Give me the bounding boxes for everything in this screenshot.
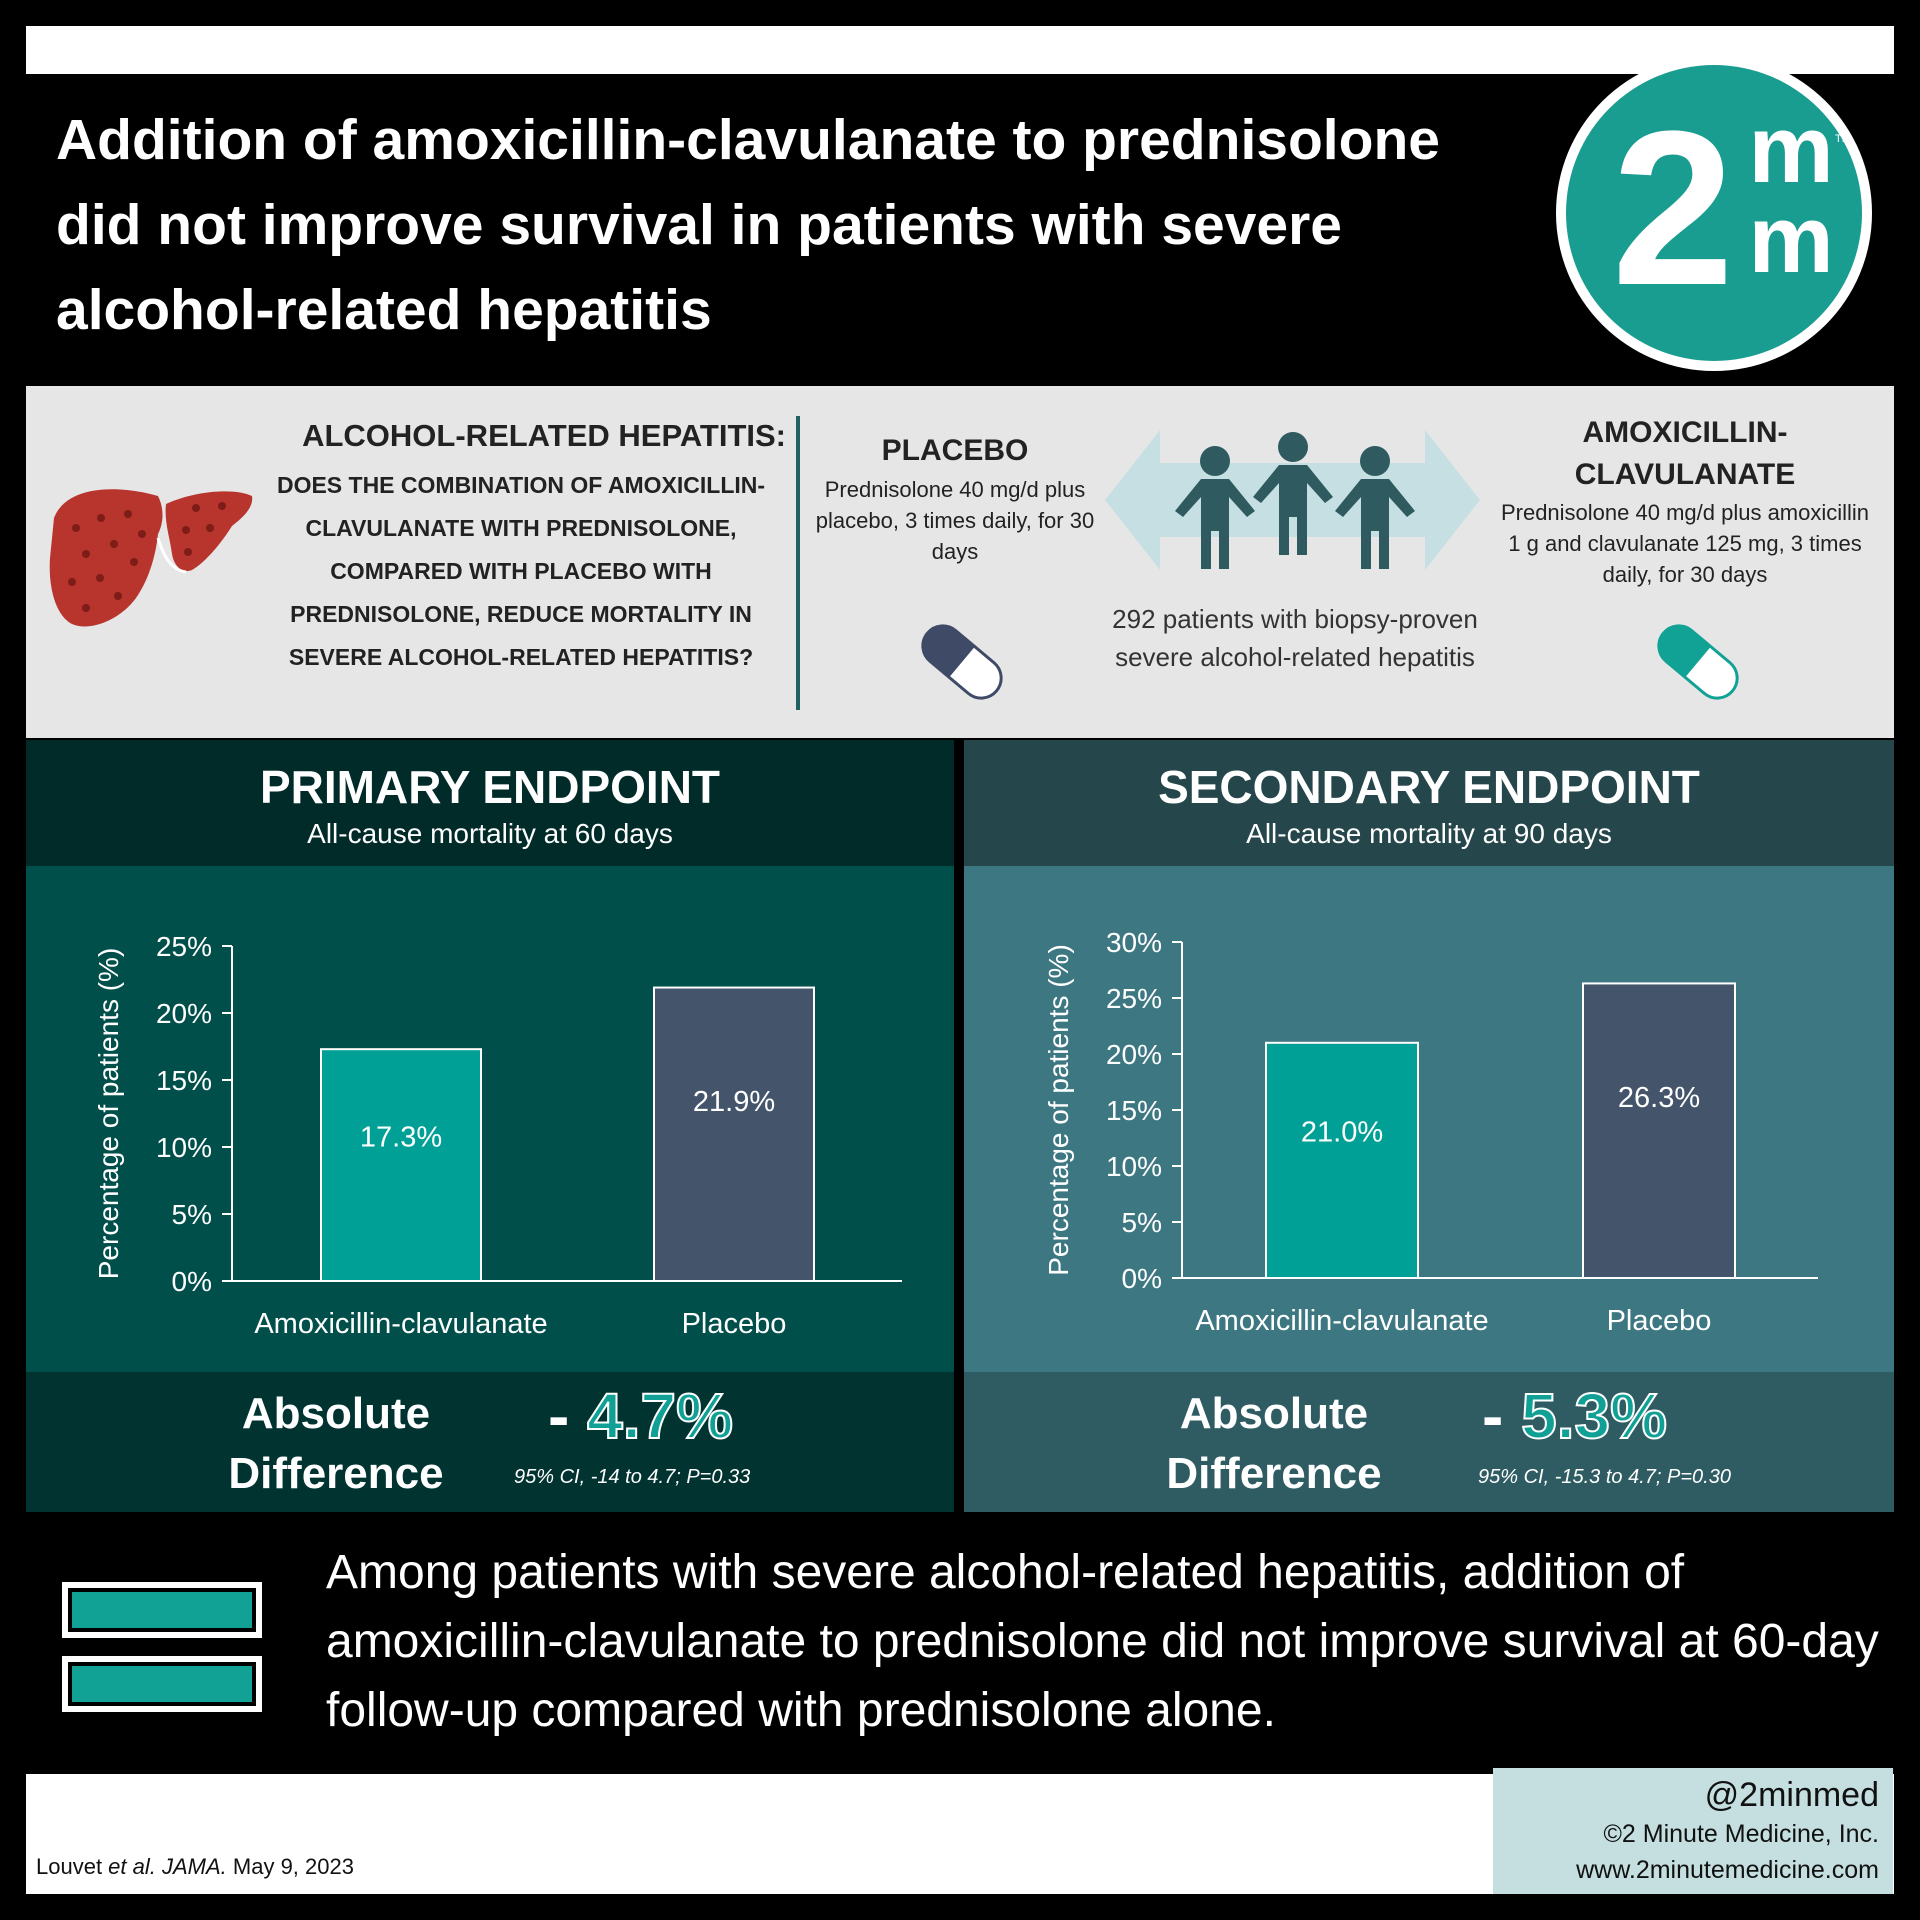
y-axis-title: Percentage of patients (%) bbox=[1043, 944, 1074, 1276]
secondary-diff-ci: 95% CI, -15.3 to 4.7; P=0.30 bbox=[1478, 1466, 1731, 1488]
primary-endpoint-subtitle: All-cause mortality at 60 days bbox=[307, 818, 673, 849]
x-category-label: Amoxicillin-clavulanate bbox=[1195, 1305, 1488, 1337]
bar-value-label: 17.3% bbox=[360, 1122, 442, 1154]
secondary-difference-panel: Absolute Difference - 5.3% 95% CI, -15.3… bbox=[964, 1372, 1894, 1512]
secondary-endpoint-header: SECONDARY ENDPOINT All-cause mortality a… bbox=[964, 740, 1894, 866]
citation-author: Louvet bbox=[36, 1854, 109, 1879]
logo-disc bbox=[1566, 65, 1862, 361]
secondary-endpoint-title: SECONDARY ENDPOINT bbox=[1158, 761, 1700, 813]
y-tick-label: 30% bbox=[1106, 927, 1162, 958]
logo-letter-bottom: m bbox=[1748, 186, 1833, 293]
citation-et-al: et al. bbox=[108, 1854, 156, 1879]
logo-trademark: TM bbox=[1835, 133, 1851, 145]
y-tick-label: 15% bbox=[156, 1065, 212, 1096]
top-white-strip bbox=[26, 26, 1894, 74]
secondary-chart-panel: 0% 5% 10% 15% 20% 25% 30% Percentage of patient… bbox=[964, 866, 1894, 1372]
primary-diff-value: - 4.7% bbox=[548, 1379, 734, 1453]
y-tick-label: 25% bbox=[1106, 983, 1162, 1014]
bar-amoxicillin-clavulanate bbox=[320, 1048, 482, 1282]
conclusion-text: Among patients with severe alcohol-relat… bbox=[326, 1546, 1879, 1737]
brand-box: @2minmed ©2 Minute Medicine, Inc. www.2m… bbox=[1493, 1768, 1893, 1894]
logo-letter-top: m bbox=[1748, 96, 1833, 203]
secondary-diff-value: - 5.3% bbox=[1482, 1379, 1668, 1453]
primary-diff-number: 4.7% bbox=[586, 1379, 734, 1453]
y-tick-label: 20% bbox=[1106, 1039, 1162, 1070]
citation: Louvet et al. JAMA. May 9, 2023 bbox=[36, 1854, 354, 1880]
bar-amoxicillin-clavulanate bbox=[1265, 1041, 1419, 1279]
y-tick-label: 25% bbox=[156, 931, 212, 962]
secondary-bar-chart: 0% 5% 10% 15% 20% 25% 30% Percentage of patient… bbox=[1043, 927, 1818, 1337]
primary-difference-panel: Absolute Difference - 4.7% 95% CI, -14 t… bbox=[26, 1372, 954, 1512]
y-tick-label: 0% bbox=[1122, 1263, 1162, 1294]
bar-value-label: 26.3% bbox=[1618, 1082, 1700, 1114]
patients-arrow-icon bbox=[1105, 430, 1480, 570]
bar-placebo bbox=[653, 986, 815, 1282]
y-tick-label: 15% bbox=[1106, 1095, 1162, 1126]
secondary-diff-number: 5.3% bbox=[1520, 1379, 1668, 1453]
primary-endpoint-header: PRIMARY ENDPOINT All-cause mortality at … bbox=[26, 740, 954, 866]
citation-date: May 9, 2023 bbox=[226, 1854, 354, 1879]
population-summary: 292 patients with biopsy-proven severe a… bbox=[1112, 604, 1478, 672]
y-tick-label: 0% bbox=[172, 1266, 212, 1297]
primary-chart-panel: 0% 5% 10% 15% 20% 25% Percentage of patients (… bbox=[26, 866, 954, 1372]
logo-numeral: 2 bbox=[1612, 85, 1734, 331]
citation-journal: JAMA. bbox=[155, 1854, 227, 1879]
bar-value-label: 21.0% bbox=[1301, 1117, 1383, 1149]
page-title: Addition of amoxicillin-clavulanate to p… bbox=[56, 108, 1440, 342]
amox-pill-icon bbox=[1657, 624, 1739, 700]
bar-value-label: 21.9% bbox=[693, 1086, 775, 1118]
placebo-pill-icon bbox=[921, 624, 1003, 700]
social-handle: @2minmed bbox=[1704, 1776, 1879, 1814]
logo: 2 m m TM bbox=[1556, 55, 1872, 371]
primary-diff-sign: - bbox=[548, 1380, 570, 1452]
y-tick-label: 5% bbox=[172, 1199, 212, 1230]
primary-endpoint-title: PRIMARY ENDPOINT bbox=[259, 761, 721, 813]
amox-arm-description: Prednisolone 40 mg/d plus amoxicillin 1 … bbox=[1500, 500, 1870, 587]
primary-bar-chart: 0% 5% 10% 15% 20% 25% Percentage of patients (… bbox=[93, 931, 902, 1340]
primary-diff-label: Absolute Difference bbox=[228, 1389, 444, 1498]
amox-arm-title: AMOXICILLIN-CLAVULANATE bbox=[1574, 416, 1796, 491]
copyright: ©2 Minute Medicine, Inc. bbox=[1603, 1820, 1880, 1848]
placebo-arm-description: Prednisolone 40 mg/d plus placebo, 3 tim… bbox=[815, 477, 1095, 564]
panel-divider bbox=[796, 416, 800, 710]
secondary-endpoint-subtitle: All-cause mortality at 90 days bbox=[1246, 818, 1612, 849]
bar-placebo bbox=[1582, 982, 1736, 1279]
y-tick-label: 5% bbox=[1122, 1207, 1162, 1238]
y-axis-title: Percentage of patients (%) bbox=[93, 948, 124, 1280]
y-tick-label: 20% bbox=[156, 998, 212, 1029]
x-category-label: Placebo bbox=[682, 1308, 787, 1340]
y-tick-label: 10% bbox=[1106, 1151, 1162, 1182]
secondary-diff-label: Absolute Difference bbox=[1166, 1389, 1382, 1498]
secondary-diff-sign: - bbox=[1482, 1380, 1504, 1452]
question-heading: ALCOHOL-RELATED HEPATITIS: bbox=[302, 418, 786, 453]
placebo-arm-title: PLACEBO bbox=[881, 434, 1029, 467]
study-question: Does the combination of amoxicillin-clav… bbox=[276, 472, 766, 670]
website-link[interactable]: www.2minutemedicine.com bbox=[1576, 1856, 1879, 1884]
liver-icon bbox=[49, 489, 253, 627]
y-tick-label: 10% bbox=[156, 1132, 212, 1163]
x-category-label: Placebo bbox=[1607, 1305, 1712, 1337]
summary-bars-icon bbox=[62, 1582, 262, 1712]
conclusion-panel bbox=[98, 1520, 1894, 1774]
primary-diff-ci: 95% CI, -14 to 4.7; P=0.33 bbox=[514, 1466, 751, 1488]
x-category-label: Amoxicillin-clavulanate bbox=[254, 1308, 547, 1340]
